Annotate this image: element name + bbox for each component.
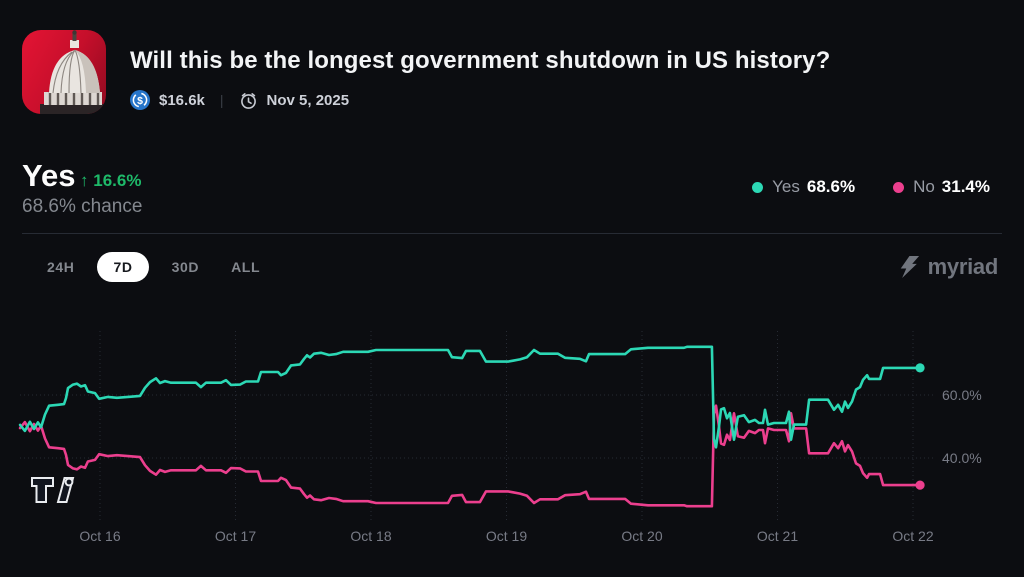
chart-legend: Yes 68.6% No 31.4%: [752, 177, 990, 197]
end-date: Nov 5, 2025: [266, 91, 350, 109]
outcome-change: ↑ 16.6%: [80, 171, 141, 191]
myriad-logo-text: myriad: [927, 254, 999, 279]
legend-no-label: No: [913, 177, 935, 196]
range-button-30d[interactable]: 30D: [163, 252, 208, 282]
legend-item-no: No 31.4%: [893, 177, 990, 197]
leading-outcome-label: Yes: [22, 158, 76, 193]
chart-series: [18, 345, 925, 508]
x-axis-label: Oct 22: [892, 528, 933, 544]
up-arrow-icon: ↑: [80, 171, 89, 190]
time-range-selector: 24H 7D 30D ALL: [38, 252, 269, 282]
series-end-dot-yes: [915, 363, 925, 373]
x-axis-label: Oct 19: [486, 528, 527, 544]
outcome-chance: 68.6% chance: [22, 196, 143, 217]
range-button-24h[interactable]: 24H: [38, 252, 83, 282]
y-axis-label: 40.0%: [942, 450, 982, 466]
myriad-brand[interactable]: myriad: [898, 254, 998, 280]
svg-text:$: $: [137, 95, 143, 107]
capitol-dome-icon: [40, 30, 106, 114]
legend-item-yes: Yes 68.6%: [752, 177, 855, 197]
series-line-no: [18, 404, 922, 508]
market-thumbnail-capitol: [22, 30, 106, 114]
section-divider: [22, 233, 1002, 234]
meta-separator: |: [219, 92, 224, 108]
series-line-yes: [18, 345, 922, 449]
yes-dot-icon: [752, 181, 764, 193]
x-axis-label: Oct 17: [215, 528, 256, 544]
x-axis-label: Oct 20: [621, 528, 662, 544]
range-button-7d[interactable]: 7D: [97, 252, 149, 282]
x-axis-label: Oct 21: [757, 528, 798, 544]
volume-coin-icon: $: [130, 90, 150, 110]
x-axis-label: Oct 16: [79, 528, 120, 544]
market-meta: $ $16.6k | Nov 5, 2025: [130, 90, 349, 110]
market-title: Will this be the longest government shut…: [130, 47, 831, 74]
clock-icon: [240, 92, 256, 109]
myriad-logo-icon: [900, 256, 919, 278]
tradingview-logo[interactable]: [31, 477, 75, 503]
probability-chart[interactable]: 60.0% 40.0% Oct 16 Oct 17 Oct 18 Oct 19 Oct 20…: [0, 300, 1024, 577]
outcome-change-value: 16.6%: [93, 171, 142, 190]
series-end-dot-no: [915, 480, 925, 490]
chart-axis-labels: 60.0% 40.0% Oct 16 Oct 17 Oct 18 Oct 19 Oct 20…: [79, 387, 981, 544]
legend-yes-value: 68.6%: [806, 177, 856, 196]
legend-no-value: 31.4%: [941, 177, 990, 196]
chart-gridlines: [20, 331, 936, 521]
volume-value: $16.6k: [159, 91, 205, 109]
x-axis-label: Oct 18: [350, 528, 391, 544]
no-dot-icon: [893, 181, 905, 193]
legend-yes-label: Yes: [772, 177, 800, 196]
range-button-all[interactable]: ALL: [222, 252, 269, 282]
y-axis-label: 60.0%: [942, 387, 982, 403]
